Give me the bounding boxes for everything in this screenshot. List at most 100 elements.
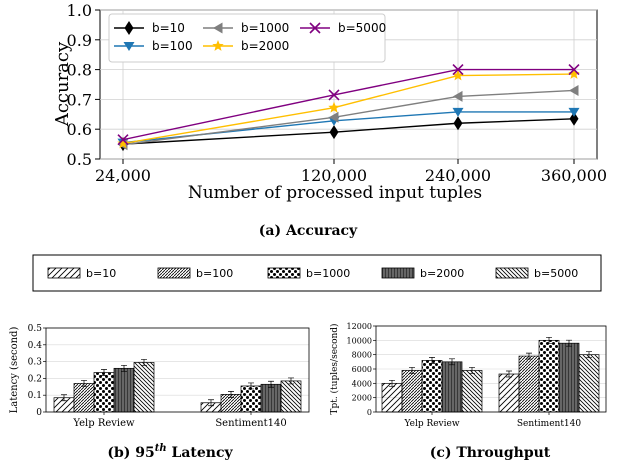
pattern-legend-swatch [495, 267, 529, 279]
throughput-error-bar [449, 358, 455, 366]
throughput-y-tick-label: 6000 [352, 365, 372, 374]
latency-bar [133, 362, 155, 413]
throughput-error-bar [469, 367, 475, 374]
accuracy-data-point [329, 111, 339, 123]
latency-y-tick-label: 0.3 [28, 358, 43, 368]
accuracy-legend: b=10 b=100 b=1000 b=2000 b=5000 [108, 13, 386, 63]
latency-error-bar [248, 382, 254, 390]
accuracy-series-line [122, 68, 574, 141]
latency-error-bar [121, 364, 127, 372]
pattern-legend-label: b=2000 [420, 267, 464, 280]
accuracy-y-tick-label: 1.0 [67, 1, 92, 20]
pattern-legend-swatch [381, 267, 415, 279]
throughput-y-ticks: 0 2000 4000 6000 8000 10000 12000 [347, 322, 376, 417]
throughput-bar [461, 370, 483, 413]
throughput-bar [401, 370, 423, 413]
throughput-y-axis-label: Tpt. (tuples/second) [329, 323, 340, 414]
latency-error-bar [228, 391, 234, 398]
throughput-error-bar [526, 352, 532, 360]
latency-error-bar [288, 377, 294, 385]
latency-x-ticks: Yelp Review Sentiment140 [72, 412, 287, 429]
latency-caption-prefix: (b) 95 [107, 445, 154, 461]
throughput-y-tick-label: 10000 [347, 336, 372, 345]
pattern-legend-swatch [47, 267, 81, 279]
pattern-legend-label: b=10 [86, 267, 116, 280]
latency-bar [240, 385, 262, 413]
latency-caption: (b) 95th Latency [107, 443, 233, 461]
throughput-bar [538, 339, 560, 413]
accuracy-data-point [452, 69, 464, 81]
accuracy-data-point [329, 125, 339, 140]
throughput-y-tick-label: 0 [367, 408, 372, 417]
accuracy-data-point [453, 90, 463, 102]
accuracy-x-ticks: 24,000 120,000 240,000 360,000 [95, 159, 607, 185]
latency-y-tick-label: 0.4 [28, 341, 43, 351]
latency-bar [260, 383, 282, 413]
throughput-error-bar [389, 379, 395, 387]
accuracy-series [117, 64, 580, 152]
latency-bar [113, 367, 135, 413]
accuracy-y-axis-label: Accuracy [52, 41, 73, 127]
pattern-legend-label: b=1000 [306, 267, 350, 280]
latency-caption-sup: th [155, 443, 167, 454]
pattern-legend-label: b=100 [196, 267, 233, 280]
accuracy-chart: 0.5 0.6 0.7 0.8 0.9 1.0 24,000 120,000 240,000 3… [52, 1, 607, 239]
accuracy-x-axis-label: Number of processed input tuples [188, 183, 482, 203]
accuracy-legend-label: b=2000 [241, 39, 289, 53]
throughput-x-tick-label: Yelp Review [403, 419, 459, 429]
accuracy-caption: (a) Accuracy [259, 223, 358, 239]
accuracy-data-point [568, 107, 580, 117]
accuracy-legend-label: b=1000 [241, 21, 289, 35]
throughput-bar [381, 382, 403, 413]
accuracy-legend-marker [124, 21, 134, 35]
throughput-error-bar [409, 367, 415, 374]
pattern-legend-swatch [267, 267, 301, 279]
latency-y-tick-label: 0.2 [28, 374, 42, 384]
latency-bar [280, 380, 302, 413]
accuracy-x-tick-label: 24,000 [95, 166, 151, 185]
pattern-legend: b=10 b=100 b=1000 b=2000 b=5000 [32, 254, 602, 292]
accuracy-data-point [117, 134, 129, 146]
accuracy-y-tick-label: 0.6 [67, 120, 92, 139]
latency-bars [53, 359, 302, 413]
accuracy-series-line [122, 111, 574, 144]
latency-error-bar [61, 394, 67, 402]
accuracy-data-point [452, 64, 464, 76]
accuracy-data-point [452, 107, 464, 117]
throughput-x-tick-label: Sentiment140 [517, 419, 582, 429]
accuracy-data-point [568, 68, 580, 79]
latency-error-bar [81, 380, 87, 387]
accuracy-data-point [117, 137, 129, 149]
throughput-caption: (c) Throughput [430, 445, 551, 461]
accuracy-data-point [569, 84, 579, 96]
accuracy-data-point [568, 64, 580, 76]
throughput-x-ticks: Yelp Review Sentiment140 [403, 412, 581, 429]
throughput-bar [441, 361, 463, 413]
latency-chart: 0 0.1 0.2 0.3 0.4 0.5 Yelp Review Sentiment140… [9, 324, 310, 461]
accuracy-x-tick-label: 360,000 [541, 166, 607, 185]
latency-error-bar [268, 380, 274, 388]
accuracy-x-tick-label: 120,000 [301, 166, 367, 185]
accuracy-legend-label: b=100 [152, 39, 193, 53]
accuracy-y-tick-label: 0.5 [67, 150, 92, 169]
throughput-chart: 0 2000 4000 6000 8000 10000 12000 Yelp Review S… [329, 322, 607, 461]
accuracy-series-line [122, 89, 575, 146]
throughput-y-tick-label: 8000 [352, 351, 372, 360]
accuracy-legend-label: b=5000 [338, 21, 386, 35]
accuracy-data-point [328, 89, 340, 101]
throughput-error-bar [566, 339, 572, 347]
accuracy-y-tick-label: 0.8 [67, 61, 92, 80]
accuracy-x-tick-label: 240,000 [425, 166, 491, 185]
throughput-error-bar [546, 336, 552, 344]
latency-x-tick-label: Yelp Review [72, 418, 135, 429]
latency-plot-frame [45, 327, 310, 413]
latency-caption-suffix: Latency [172, 445, 234, 461]
latency-bar [93, 372, 115, 413]
throughput-bar [518, 355, 540, 413]
throughput-plot-frame [375, 325, 607, 413]
accuracy-y-tick-label: 0.7 [67, 90, 92, 109]
pattern-legend-label: b=5000 [534, 267, 578, 280]
latency-y-tick-label: 0.5 [28, 324, 43, 334]
throughput-error-bar [506, 370, 512, 378]
